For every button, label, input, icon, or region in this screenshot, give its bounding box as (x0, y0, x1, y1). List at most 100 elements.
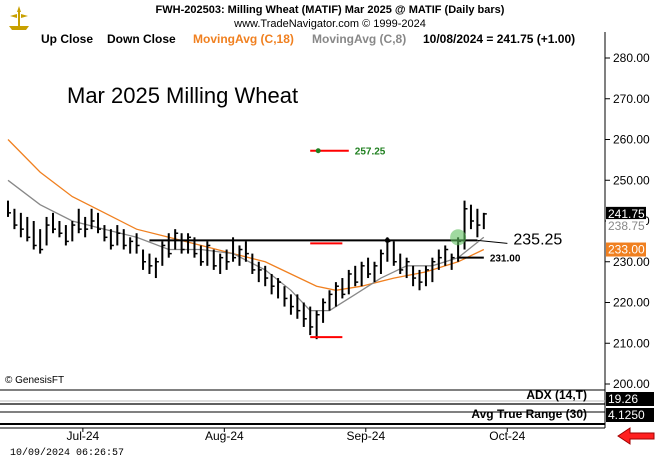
ohlc-bar (277, 278, 282, 299)
svg-text:241.75: 241.75 (608, 207, 645, 221)
ohlc-bar (32, 221, 37, 250)
ohlc-bar (289, 294, 294, 315)
ohlc-bar (167, 233, 172, 258)
svg-text:238.75: 238.75 (608, 219, 645, 233)
atr-pane: Avg True Range (30) 4.1250 (0, 407, 654, 425)
x-tick-label: Jul-24 (67, 429, 100, 443)
ohlc-bar (187, 233, 192, 254)
ohlc-bar (354, 265, 359, 287)
ohlc-bar (238, 245, 243, 266)
price-flag: 241.75 (606, 206, 646, 221)
ohlc-bar (334, 282, 339, 307)
ohlc-bar (328, 290, 333, 311)
ohlc-bar (270, 273, 275, 295)
ohlc-bar (264, 265, 269, 287)
x-axis: Jul-24 Aug-24 Sep-24 Oct-24 (0, 427, 605, 443)
annotation-leader (477, 239, 508, 244)
ohlc-bar (476, 208, 481, 238)
legend-ma8: MovingAvg (C,8) (312, 32, 406, 46)
ohlc-bar (71, 221, 76, 242)
ohlc-bar (463, 200, 468, 250)
ohlc-bar (161, 241, 166, 266)
price-flag: 233.00 (606, 242, 646, 257)
ohlc-bar (347, 269, 352, 295)
ohlc-bar (412, 265, 417, 287)
breakout-highlight-marker (450, 229, 467, 246)
chart-main-title: Mar 2025 Milling Wheat (67, 83, 298, 108)
ohlc-bar (418, 269, 423, 291)
ohlc-bar (77, 208, 82, 234)
ohlc-bar (52, 212, 57, 234)
price-pane (0, 32, 606, 428)
ohlc-bar (45, 216, 50, 246)
ohlc-bar (469, 204, 474, 230)
ohlc-bar (360, 261, 365, 287)
trade-navigator-logo-icon (6, 4, 32, 34)
ohlc-bar (7, 200, 11, 217)
annotation-label: 231.00 (490, 254, 521, 265)
ohlc-bar (148, 253, 153, 274)
ohlc-bar (225, 249, 230, 270)
adx-pane: ADX (14,T) 19.26 (0, 388, 654, 406)
ohlc-bar (58, 221, 63, 238)
ohlc-bar (26, 216, 31, 242)
ohlc-bar (302, 302, 307, 327)
ohlc-bar (116, 225, 121, 246)
ohlc-bar (13, 208, 18, 230)
pivot-marker (384, 237, 390, 243)
ohlc-bar (341, 278, 346, 299)
ohlc-bar (219, 253, 224, 274)
atr-label: Avg True Range (30) (471, 407, 587, 421)
ohlc-bar (122, 229, 127, 250)
price-flag: 238.75 (606, 219, 646, 234)
ohlc-bar (283, 286, 288, 307)
ohlc-bar (257, 261, 262, 283)
chart-copyright: www.TradeNavigator.com © 1999-2024 (233, 18, 426, 30)
chart-header-title: FWH-202503: Milling Wheat (MATIF) Mar 20… (156, 4, 505, 16)
ohlc-bar (39, 229, 44, 254)
ohlc-bar (405, 257, 410, 279)
legend-ma18: MovingAvg (C,18) (193, 32, 294, 46)
y-tick-label: 210.00 (613, 336, 650, 350)
scroll-arrow-icon[interactable] (615, 427, 657, 447)
moving-average-line (7, 139, 485, 291)
ohlc-bar (296, 294, 301, 319)
y-tick-label: 200.00 (613, 377, 650, 391)
target-dot (315, 148, 321, 154)
ohlc-bar (437, 249, 442, 270)
ohlc-bar (379, 249, 384, 274)
ohlc-bar (373, 261, 378, 283)
genesis-watermark: © GenesisFT (5, 375, 64, 386)
legend-up-close: Up Close (41, 32, 93, 46)
svg-text:233.00: 233.00 (608, 243, 645, 257)
ohlc-bar (199, 245, 204, 266)
ohlc-bar (315, 310, 320, 340)
ohlc-bar (244, 241, 249, 262)
ohlc-bar (142, 249, 147, 270)
ohlc-bar (444, 245, 449, 266)
ohlc-bar (154, 257, 159, 279)
x-tick-label: Oct-24 (489, 429, 525, 443)
annotations: 257.25 235.25 231.00 (149, 147, 562, 339)
ohlc-bar (392, 241, 397, 266)
y-tick-label: 250.00 (613, 173, 650, 187)
ohlc-bar (322, 298, 327, 323)
ohlc-bar (232, 237, 237, 262)
ohlc-bar (399, 253, 404, 274)
ohlc-bar (174, 229, 179, 250)
ohlc-bar (367, 257, 372, 279)
ohlc-bar (19, 212, 24, 238)
ohlc-bar (450, 253, 455, 270)
ohlc-bar (103, 225, 108, 242)
ohlc-bar (90, 208, 95, 230)
ohlc-bar (482, 212, 487, 230)
ohlc-bar (129, 237, 134, 254)
ohlc-bar (97, 212, 102, 234)
legend-last-quote: 10/08/2024 = 241.75 (+1.00) (423, 32, 575, 46)
ohlc-bar (84, 216, 89, 238)
x-tick-label: Sep-24 (346, 429, 385, 443)
ohlc-bar (135, 233, 140, 254)
ohlc-bar (206, 241, 211, 266)
